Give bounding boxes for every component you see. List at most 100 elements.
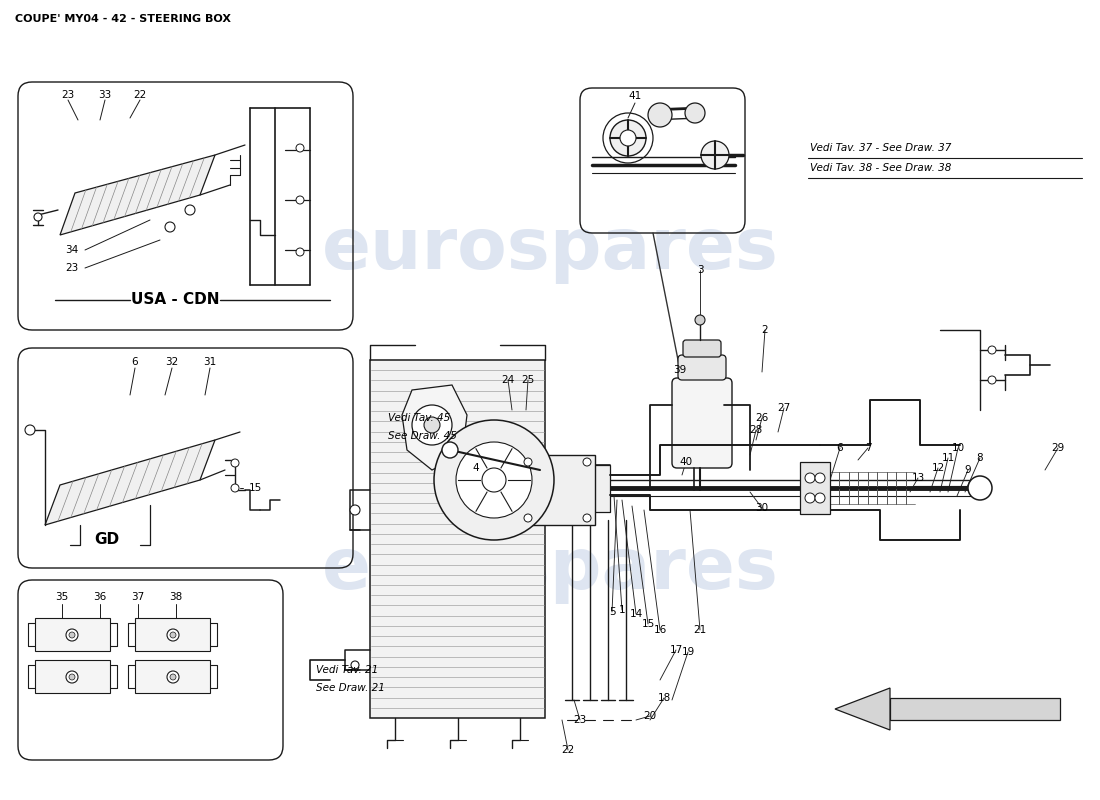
Polygon shape [890,698,1060,720]
Text: 14: 14 [629,609,642,619]
Circle shape [170,674,176,680]
Text: 30: 30 [756,503,769,513]
Circle shape [185,205,195,215]
Text: 23: 23 [62,90,75,100]
Circle shape [231,484,239,492]
Text: 7: 7 [865,443,871,453]
Circle shape [442,442,458,458]
Circle shape [69,632,75,638]
Circle shape [610,120,646,156]
Text: 25: 25 [521,375,535,385]
Text: 35: 35 [55,592,68,602]
Text: 28: 28 [749,425,762,435]
Text: GD: GD [95,533,120,547]
Text: 11: 11 [942,453,955,463]
Text: 34: 34 [65,245,78,255]
Text: 10: 10 [952,443,965,453]
Text: 41: 41 [628,91,641,101]
Text: 22: 22 [133,90,146,100]
Text: 15: 15 [249,483,262,493]
Circle shape [695,315,705,325]
Circle shape [231,459,239,467]
Circle shape [34,213,42,221]
Circle shape [583,458,591,466]
Circle shape [434,420,554,540]
Text: 4: 4 [473,463,480,473]
Text: eurospares: eurospares [321,215,779,285]
Text: 13: 13 [912,473,925,483]
Bar [540,465,611,512]
Text: 5: 5 [608,607,615,617]
Circle shape [701,141,729,169]
Text: 31: 31 [204,357,217,367]
Text: See Draw. 45: See Draw. 45 [388,431,456,441]
Bar [520,455,595,525]
Circle shape [296,144,304,152]
Circle shape [170,632,176,638]
Circle shape [648,103,672,127]
Circle shape [165,222,175,232]
Text: 2: 2 [761,325,768,335]
Text: 8: 8 [977,453,983,463]
Text: 17: 17 [670,645,683,655]
Text: 21: 21 [693,625,706,635]
Text: 16: 16 [653,625,667,635]
Text: 22: 22 [561,745,574,755]
Polygon shape [370,360,544,718]
Text: eurospares: eurospares [321,535,779,605]
Circle shape [524,514,532,522]
Text: 24: 24 [502,375,515,385]
Circle shape [805,493,815,503]
Text: 19: 19 [681,647,694,657]
Text: Vedi Tav. 21: Vedi Tav. 21 [316,665,378,675]
Text: 38: 38 [169,592,183,602]
Polygon shape [835,688,890,730]
Circle shape [66,629,78,641]
Polygon shape [35,660,110,693]
Text: 12: 12 [932,463,945,473]
Circle shape [805,473,815,483]
Text: 33: 33 [98,90,111,100]
Polygon shape [135,660,210,693]
Text: COUPE' MY04 - 42 - STEERING BOX: COUPE' MY04 - 42 - STEERING BOX [15,14,231,24]
Circle shape [815,493,825,503]
Polygon shape [60,155,215,235]
Circle shape [66,671,78,683]
Text: 6: 6 [837,443,844,453]
FancyBboxPatch shape [672,378,732,468]
Text: 32: 32 [165,357,178,367]
Polygon shape [402,385,468,470]
Circle shape [968,476,992,500]
Polygon shape [45,440,214,525]
Circle shape [685,103,705,123]
Bar [800,462,830,514]
Text: Vedi Tav. 38 - See Draw. 38: Vedi Tav. 38 - See Draw. 38 [810,163,952,173]
Circle shape [69,674,75,680]
Text: 15: 15 [641,619,654,629]
Circle shape [167,671,179,683]
Circle shape [167,629,179,641]
Text: 23: 23 [65,263,78,273]
Text: 18: 18 [658,693,671,703]
Text: 26: 26 [756,413,769,423]
Circle shape [296,196,304,204]
Text: 20: 20 [644,711,657,721]
Circle shape [456,442,532,518]
Text: Vedi Tav. 45: Vedi Tav. 45 [388,413,450,423]
Text: 39: 39 [673,365,686,375]
Circle shape [25,425,35,435]
Circle shape [988,376,996,384]
Circle shape [424,417,440,433]
Text: 3: 3 [696,265,703,275]
Text: Vedi Tav. 37 - See Draw. 37: Vedi Tav. 37 - See Draw. 37 [810,143,952,153]
Circle shape [815,473,825,483]
Circle shape [988,346,996,354]
FancyBboxPatch shape [683,340,720,357]
Circle shape [620,130,636,146]
Circle shape [524,458,532,466]
Text: 29: 29 [1052,443,1065,453]
Text: 27: 27 [778,403,791,413]
Circle shape [482,468,506,492]
Text: 37: 37 [131,592,144,602]
FancyBboxPatch shape [678,355,726,380]
